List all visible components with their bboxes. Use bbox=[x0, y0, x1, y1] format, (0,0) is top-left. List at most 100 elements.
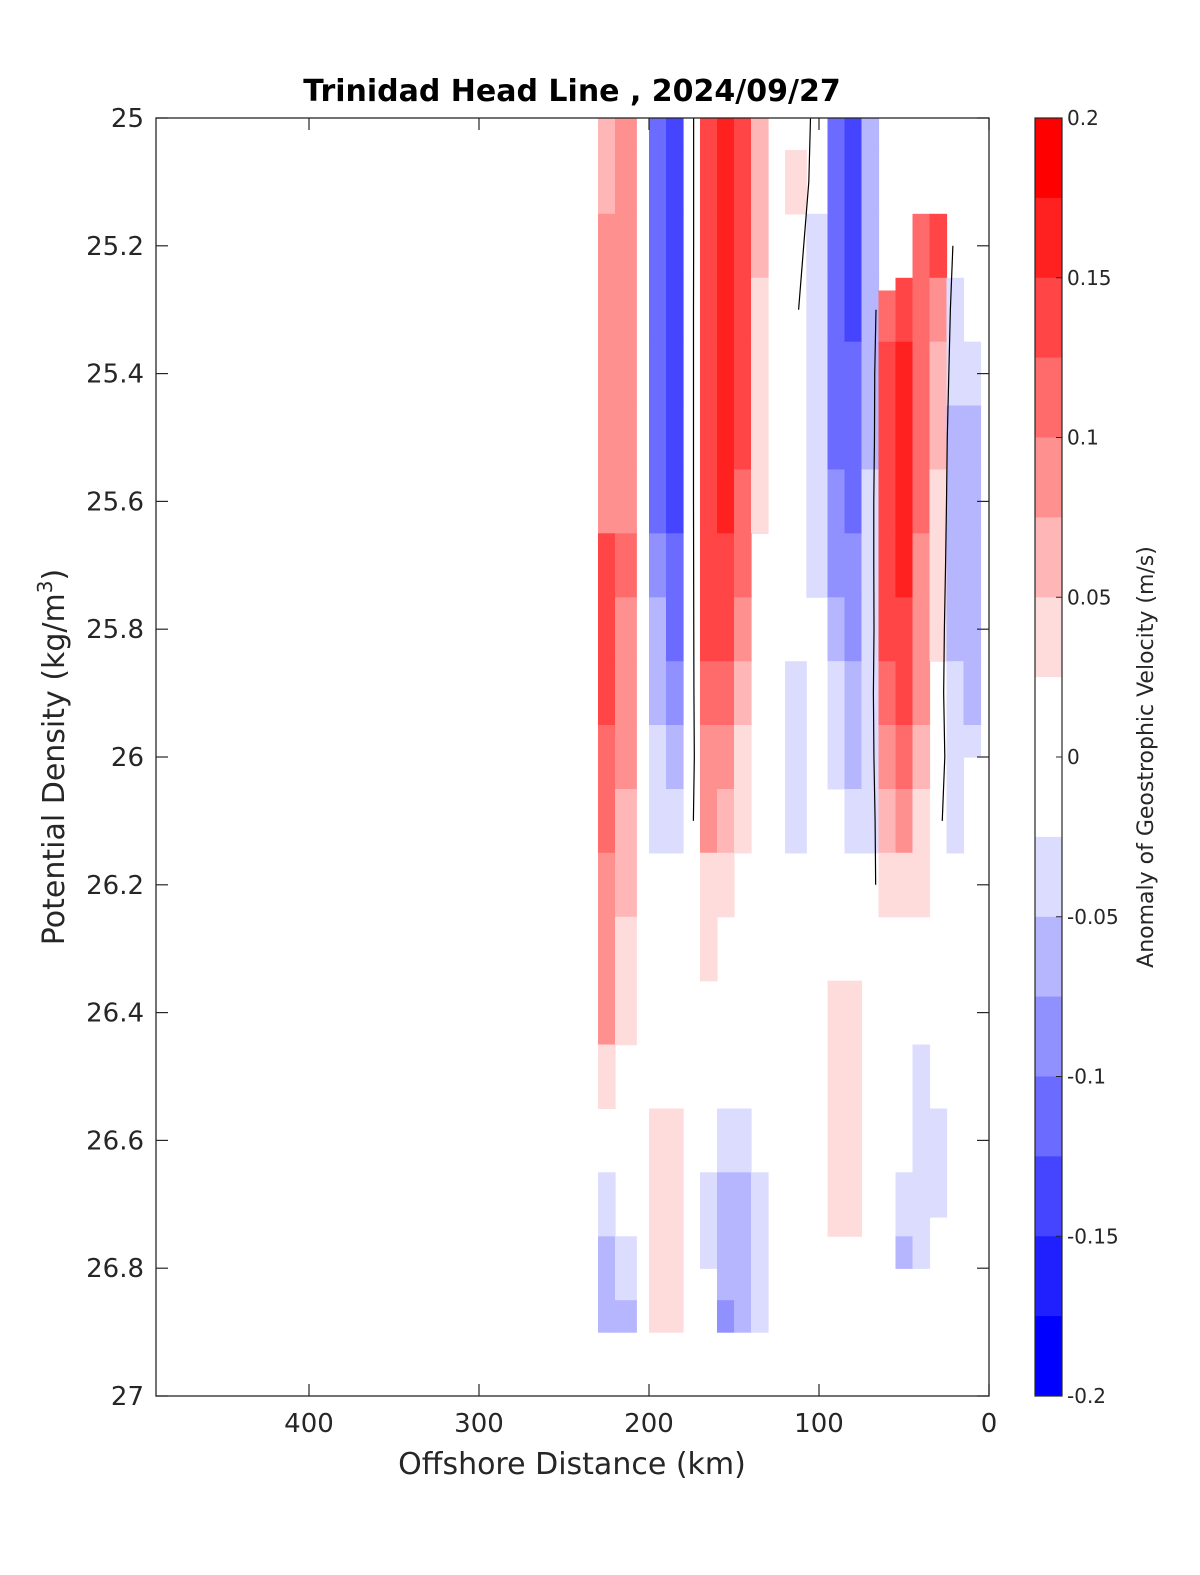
contour-cell bbox=[615, 118, 637, 151]
colorbar-swatch bbox=[1035, 1076, 1062, 1157]
zero-contour-line bbox=[941, 245, 954, 821]
contour-cell bbox=[895, 725, 914, 790]
contour-cell bbox=[844, 213, 863, 279]
contour-cell bbox=[717, 1300, 735, 1333]
x-tick-label: 100 bbox=[794, 1409, 844, 1439]
contour-cell bbox=[615, 980, 637, 1046]
colorbar-swatch bbox=[1035, 597, 1062, 678]
contour-cell bbox=[734, 1172, 752, 1237]
contour-cell bbox=[946, 277, 965, 343]
y-axis-label-text: Potential Density (kg/m bbox=[37, 593, 72, 945]
contour-cell bbox=[861, 725, 880, 790]
contour-cell bbox=[598, 469, 616, 534]
x-axis: 400 300 200 100 0 bbox=[284, 118, 997, 1439]
y-tick-label: 26.8 bbox=[86, 1254, 144, 1284]
contour-cell bbox=[929, 213, 948, 279]
colorbar-swatch bbox=[1035, 517, 1062, 598]
contour-cell bbox=[912, 1108, 931, 1173]
contour-cell bbox=[827, 277, 846, 343]
contour-cell bbox=[717, 725, 735, 790]
contour-cell bbox=[734, 789, 752, 854]
contour-cell bbox=[912, 1236, 931, 1269]
contour-cell bbox=[649, 597, 667, 662]
contour-cell bbox=[912, 213, 931, 279]
zero-contour-line bbox=[872, 309, 877, 885]
contour-cell bbox=[861, 277, 880, 343]
contour-cell bbox=[785, 789, 807, 854]
contour-cell bbox=[666, 405, 684, 470]
contour-cell bbox=[827, 661, 846, 726]
contour-cell bbox=[734, 1108, 752, 1173]
contour-cell bbox=[598, 1044, 616, 1109]
colorbar-swatch bbox=[1035, 357, 1062, 438]
contour-cell bbox=[785, 661, 807, 726]
contour-cell bbox=[734, 597, 752, 662]
contour-cell bbox=[666, 597, 684, 662]
contour-cell bbox=[666, 533, 684, 598]
contour-cell bbox=[844, 597, 863, 662]
contour-cell bbox=[598, 852, 616, 918]
contour-cell bbox=[734, 405, 752, 470]
contour-cell bbox=[734, 118, 752, 151]
contour-cell bbox=[844, 118, 863, 151]
contour-cell bbox=[734, 1300, 752, 1333]
contour-cell bbox=[963, 597, 982, 662]
colorbar-tick-label: -0.1 bbox=[1067, 1065, 1106, 1089]
contour-cell bbox=[598, 213, 616, 279]
contour-cell bbox=[806, 405, 829, 470]
y-tick-label: 25 bbox=[111, 104, 144, 134]
colorbar-swatch bbox=[1035, 836, 1062, 918]
x-tick-label: 400 bbox=[284, 1409, 334, 1439]
contour-cell bbox=[700, 789, 718, 854]
contour-cell bbox=[751, 1300, 769, 1333]
contour-cell bbox=[751, 150, 769, 215]
contour-cell bbox=[615, 916, 637, 982]
contour-cell bbox=[700, 1236, 718, 1269]
contour-cell bbox=[946, 405, 965, 470]
contour-cell bbox=[649, 661, 667, 726]
contour-cell bbox=[700, 118, 718, 151]
contour-cell bbox=[912, 1044, 931, 1109]
contour-cell bbox=[717, 1108, 735, 1173]
contour-cell bbox=[878, 725, 897, 790]
contour-cell bbox=[844, 150, 863, 215]
colorbar: 0.2 0.15 0.1 0.05 0 -0.05 -0.1 -0.15 -0.2 Anomal… bbox=[1034, 106, 1159, 1408]
contour-cell bbox=[929, 533, 948, 598]
contour-cell bbox=[912, 341, 931, 407]
contour-cell bbox=[861, 533, 880, 598]
colorbar-swatches bbox=[1035, 118, 1062, 1397]
contour-cell bbox=[912, 597, 931, 662]
contour-cell bbox=[615, 150, 637, 215]
contour-cell bbox=[785, 150, 807, 215]
colorbar-tick-label: -0.15 bbox=[1067, 1224, 1119, 1248]
contour-cell bbox=[827, 597, 846, 662]
contour-cell bbox=[929, 341, 948, 407]
contour-cell bbox=[666, 277, 684, 343]
contour-cell bbox=[946, 597, 965, 662]
y-tick-label: 26.6 bbox=[86, 1126, 144, 1156]
colorbar-swatch bbox=[1035, 437, 1062, 518]
contour-cell bbox=[929, 405, 948, 470]
contour-cell bbox=[878, 341, 897, 407]
contour-cell bbox=[700, 597, 718, 662]
contour-cell bbox=[912, 405, 931, 470]
contour-cell bbox=[946, 789, 965, 854]
contour-cell bbox=[827, 118, 846, 151]
contour-cell bbox=[946, 725, 965, 790]
contour-cell bbox=[700, 213, 718, 279]
contour-cell bbox=[649, 1300, 667, 1333]
contour-cell bbox=[861, 150, 880, 215]
colorbar-tick-label: 0 bbox=[1067, 745, 1080, 769]
contour-cell bbox=[717, 150, 735, 215]
zero-contour-layer bbox=[692, 117, 954, 885]
x-tick-label: 200 bbox=[624, 1409, 674, 1439]
contour-cell bbox=[878, 290, 897, 343]
contour-cell bbox=[615, 789, 637, 854]
contour-cell bbox=[912, 469, 931, 534]
contour-cell bbox=[598, 1300, 616, 1333]
zero-contour-line bbox=[798, 117, 812, 310]
contour-cell bbox=[666, 118, 684, 151]
contour-cell bbox=[598, 725, 616, 790]
y-axis: 25 25.2 25.4 25.6 25.8 26 26.2 26.4 26.6 26.8 27 bbox=[86, 104, 989, 1412]
